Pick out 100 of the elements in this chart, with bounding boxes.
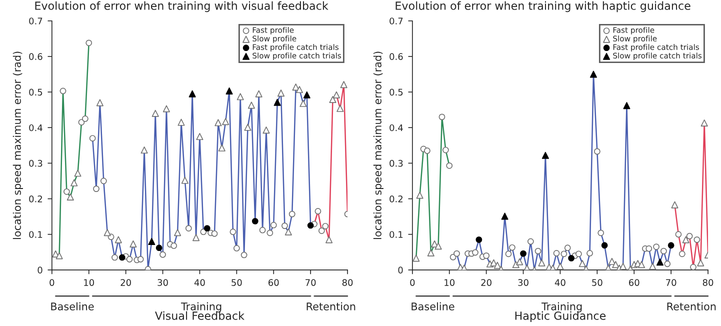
point — [427, 249, 434, 256]
y-tick-label: 0.5 — [29, 88, 42, 96]
y-tick-label: 0.4 — [390, 124, 403, 132]
point — [542, 152, 549, 159]
point — [89, 135, 96, 142]
text: Training — [180, 302, 222, 312]
point — [434, 242, 442, 250]
point — [252, 218, 258, 224]
point — [104, 229, 111, 236]
point — [560, 250, 568, 258]
x-tick-label: 40 — [554, 279, 566, 286]
y-tick-label: 0.2 — [29, 195, 42, 202]
x-tick-label: 30 — [518, 279, 528, 286]
point — [66, 193, 74, 201]
point — [318, 228, 325, 234]
point — [170, 242, 178, 249]
point — [70, 179, 78, 186]
point — [226, 87, 233, 94]
point — [653, 244, 660, 250]
point — [329, 96, 336, 104]
point — [601, 242, 608, 249]
point — [438, 114, 446, 120]
point — [646, 245, 652, 252]
point — [340, 81, 348, 88]
point — [322, 222, 329, 230]
point — [152, 110, 159, 117]
x-tick-label: 60 — [268, 279, 279, 286]
point — [118, 254, 126, 261]
point — [575, 250, 582, 258]
point — [181, 176, 188, 184]
point — [527, 238, 534, 245]
point — [162, 105, 170, 112]
y-tick-label: 0 — [398, 266, 403, 274]
point — [214, 119, 222, 126]
y-axis-title: location speed maximum error (rad) — [12, 52, 23, 239]
y-tick-label: 0 — [38, 266, 42, 274]
point — [508, 244, 516, 251]
point — [446, 162, 453, 169]
x-tick-label: 70 — [306, 279, 316, 286]
point — [288, 210, 296, 218]
point — [307, 222, 314, 229]
point — [211, 230, 218, 237]
point — [112, 254, 118, 261]
point — [694, 236, 700, 243]
point — [594, 148, 600, 155]
point — [270, 222, 277, 228]
point — [303, 91, 310, 98]
y-tick-label: 0.7 — [390, 18, 403, 24]
x-tick-label: 10 — [84, 279, 94, 286]
point — [274, 98, 281, 106]
point — [185, 225, 192, 232]
point — [700, 119, 708, 127]
point — [56, 252, 63, 260]
point — [332, 91, 340, 98]
x-tick-label: 70 — [666, 279, 676, 286]
y-tick-label: 0.2 — [390, 195, 402, 202]
point — [568, 254, 574, 262]
point — [148, 238, 156, 245]
point — [623, 102, 630, 110]
y-tick-label: 0.6 — [390, 53, 403, 60]
point — [300, 100, 307, 107]
point — [336, 104, 344, 112]
x-tick-label: 30 — [158, 279, 168, 286]
point — [424, 148, 430, 154]
point — [678, 250, 686, 258]
point — [192, 234, 200, 242]
point — [188, 90, 196, 98]
point — [74, 170, 82, 177]
point — [160, 251, 166, 258]
point — [244, 124, 252, 131]
point — [416, 192, 424, 199]
point — [656, 258, 664, 266]
y-tick-label: 0.6 — [29, 53, 42, 60]
point — [534, 248, 542, 254]
text: Baseline — [51, 302, 94, 310]
point — [442, 146, 449, 154]
point — [130, 240, 137, 248]
point — [578, 260, 586, 268]
y-tick-label: 0.7 — [29, 18, 42, 24]
point — [505, 250, 512, 258]
point — [259, 226, 266, 234]
x-tick-label: 50 — [592, 279, 602, 286]
point — [586, 250, 593, 256]
point — [671, 201, 678, 208]
point — [476, 236, 482, 243]
point — [277, 90, 285, 97]
point — [483, 252, 490, 259]
point — [686, 232, 693, 240]
point — [200, 228, 207, 236]
y-tick-label: 0.5 — [390, 88, 403, 96]
x-tick-label: 20 — [120, 279, 131, 286]
point — [450, 254, 456, 260]
point — [126, 256, 133, 262]
point — [564, 244, 571, 252]
point — [60, 88, 66, 94]
point — [63, 188, 70, 195]
chart-title: Evolution of error when training with haptic guidance — [396, 1, 690, 12]
point — [660, 248, 667, 254]
x-tick-label: 50 — [232, 279, 242, 286]
point — [590, 70, 597, 78]
